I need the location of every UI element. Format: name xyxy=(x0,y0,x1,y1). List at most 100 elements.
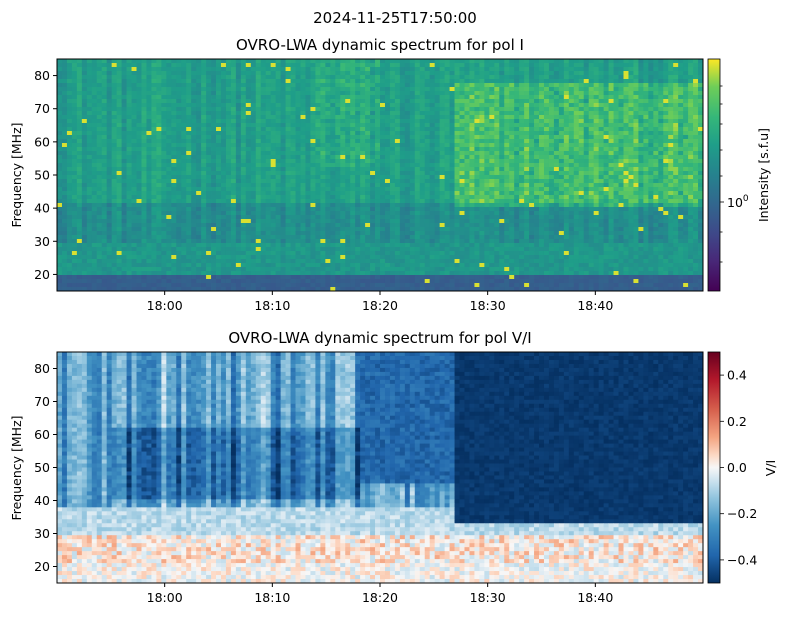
heatmap-cell xyxy=(350,103,356,108)
heatmap-cell xyxy=(404,191,411,196)
heatmap-cell xyxy=(81,123,88,128)
heatmap-cell xyxy=(434,75,441,80)
heatmap-cell xyxy=(548,79,555,84)
heatmap-cell xyxy=(156,87,162,92)
heatmap-cell xyxy=(335,183,341,188)
heatmap-cell xyxy=(66,67,73,72)
heatmap-cell xyxy=(230,147,237,152)
heatmap-cell xyxy=(519,107,525,112)
heatmap-cell xyxy=(245,199,252,204)
heatmap-cell xyxy=(96,143,103,148)
heatmap-cell xyxy=(91,115,98,120)
heatmap-cell xyxy=(151,163,157,168)
heatmap-cell xyxy=(519,75,525,80)
heatmap-cell xyxy=(439,139,445,144)
heatmap-cell xyxy=(693,191,699,196)
heatmap-cell xyxy=(156,151,162,156)
heatmap-cell xyxy=(424,67,431,72)
heatmap-cell xyxy=(494,151,500,156)
heatmap-cell xyxy=(57,63,63,68)
heatmap-cell xyxy=(280,119,286,124)
heatmap-cell xyxy=(280,111,286,116)
heatmap-cell xyxy=(429,91,436,96)
heatmap-cell xyxy=(618,107,624,112)
heatmap-cell xyxy=(250,59,257,64)
heatmap-cell xyxy=(240,203,247,208)
heatmap-cell xyxy=(464,127,470,132)
heatmap-cell xyxy=(643,63,649,68)
heatmap-cell xyxy=(290,203,296,208)
heatmap-cell xyxy=(146,211,152,216)
heatmap-cell xyxy=(643,67,649,72)
heatmap-cell xyxy=(454,195,460,200)
heatmap-cell xyxy=(61,199,68,204)
heatmap-cell xyxy=(384,139,391,144)
heatmap-cell xyxy=(529,143,535,148)
heatmap-cell xyxy=(176,163,182,168)
heatmap-cell xyxy=(230,155,237,160)
heatmap-cell xyxy=(663,139,669,144)
heatmap-cell xyxy=(514,155,520,160)
heatmap-cell xyxy=(414,103,421,108)
heatmap-cell xyxy=(240,103,247,108)
heatmap-cell xyxy=(578,191,585,196)
heatmap-cell xyxy=(573,131,580,136)
heatmap-cell xyxy=(300,187,306,192)
heatmap-cell xyxy=(548,95,555,100)
heatmap-cell xyxy=(211,203,217,208)
heatmap-cell xyxy=(653,163,659,168)
heatmap-cell xyxy=(305,59,311,64)
heatmap-cell xyxy=(126,111,132,116)
heatmap-cell xyxy=(524,91,530,96)
heatmap-cell xyxy=(191,87,197,92)
heatmap-cell xyxy=(563,107,570,112)
heatmap-cell xyxy=(469,95,475,100)
heatmap-cell xyxy=(449,111,455,116)
heatmap-cell xyxy=(658,103,664,108)
heatmap-cell xyxy=(295,191,301,196)
heatmap-cell xyxy=(181,187,187,192)
heatmap-cell xyxy=(116,179,122,184)
heatmap-cell xyxy=(76,119,83,124)
heatmap-cell xyxy=(131,115,137,120)
heatmap-cell xyxy=(464,95,470,100)
heatmap-cell xyxy=(330,151,336,156)
heatmap-cell xyxy=(424,111,431,116)
heatmap-cell xyxy=(335,171,341,176)
heatmap-cell xyxy=(290,71,296,76)
heatmap-cell xyxy=(111,59,118,64)
heatmap-cell xyxy=(499,87,505,92)
heatmap-cell xyxy=(673,143,679,148)
heatmap-cell xyxy=(469,99,475,104)
heatmap-cell xyxy=(141,91,147,96)
heatmap-cell xyxy=(310,87,316,92)
heatmap-cell xyxy=(230,63,237,68)
heatmap-cell xyxy=(57,191,63,196)
heatmap-cell xyxy=(66,103,73,108)
heatmap-cell xyxy=(693,115,699,120)
heatmap-cell xyxy=(568,135,575,140)
heatmap-cell xyxy=(91,191,98,196)
heatmap-cell xyxy=(613,99,619,104)
heatmap-cell xyxy=(355,107,361,112)
heatmap-cell xyxy=(201,99,207,104)
heatmap-cell xyxy=(394,155,401,160)
heatmap-cell xyxy=(196,199,202,204)
heatmap-cell xyxy=(191,135,197,140)
heatmap-cell xyxy=(628,155,634,160)
heatmap-cell xyxy=(171,211,177,216)
heatmap-cell xyxy=(71,95,78,100)
heatmap-cell xyxy=(111,123,118,128)
heatmap-cell xyxy=(668,171,674,176)
heatmap-cell xyxy=(464,63,470,68)
heatmap-cell xyxy=(81,143,88,148)
heatmap-cell xyxy=(330,119,336,124)
heatmap-cell xyxy=(454,63,460,68)
heatmap-cell xyxy=(648,179,654,184)
heatmap-cell xyxy=(489,83,495,88)
heatmap-cell xyxy=(593,183,600,188)
heatmap-cell xyxy=(206,211,212,216)
heatmap-cell xyxy=(315,131,321,136)
heatmap-cell xyxy=(633,59,639,64)
heatmap-cell xyxy=(603,203,609,208)
